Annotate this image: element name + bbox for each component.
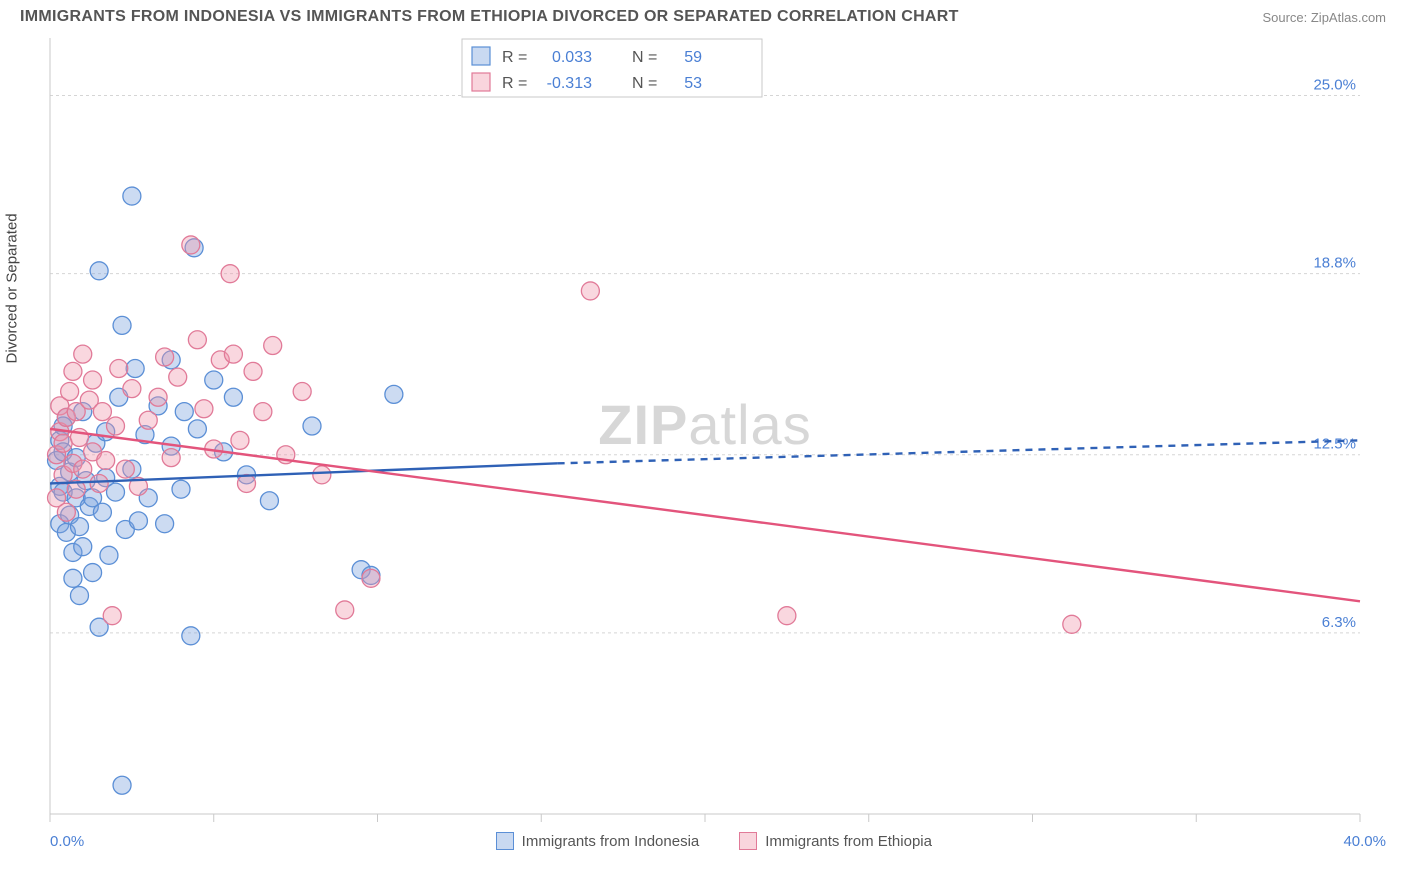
legend-label: Immigrants from Indonesia: [522, 833, 700, 850]
svg-text:0.033: 0.033: [552, 49, 592, 66]
svg-text:N =: N =: [632, 75, 657, 92]
x-min-label: 0.0%: [50, 833, 84, 850]
swatch-icon: [739, 832, 757, 850]
svg-text:R =: R =: [502, 75, 527, 92]
svg-text:25.0%: 25.0%: [1313, 76, 1356, 93]
x-max-label: 40.0%: [1343, 833, 1386, 850]
svg-text:6.3%: 6.3%: [1322, 614, 1356, 631]
legend-item-indonesia: Immigrants from Indonesia: [496, 832, 700, 850]
svg-text:59: 59: [684, 49, 702, 66]
svg-text:R =: R =: [502, 49, 527, 66]
source-label: Source: ZipAtlas.com: [1262, 10, 1386, 25]
chart-title: IMMIGRANTS FROM INDONESIA VS IMMIGRANTS …: [20, 8, 959, 26]
y-axis-label: Divorced or Separated: [4, 213, 21, 363]
bottom-legend: 0.0% Immigrants from Indonesia Immigrant…: [50, 832, 1386, 850]
svg-text:12.5%: 12.5%: [1313, 436, 1356, 453]
svg-text:18.8%: 18.8%: [1313, 255, 1356, 272]
svg-text:N =: N =: [632, 49, 657, 66]
svg-text:53: 53: [684, 75, 702, 92]
svg-text:-0.313: -0.313: [547, 75, 592, 92]
legend-label: Immigrants from Ethiopia: [765, 833, 932, 850]
svg-text:ZIPatlas: ZIPatlas: [598, 393, 811, 456]
legend-item-ethiopia: Immigrants from Ethiopia: [739, 832, 932, 850]
correlation-chart: 6.3% 12.5% 18.8% 25.0% ZIPatlas R = 0.033 N = 59…: [20, 34, 1370, 826]
swatch-icon: [496, 832, 514, 850]
